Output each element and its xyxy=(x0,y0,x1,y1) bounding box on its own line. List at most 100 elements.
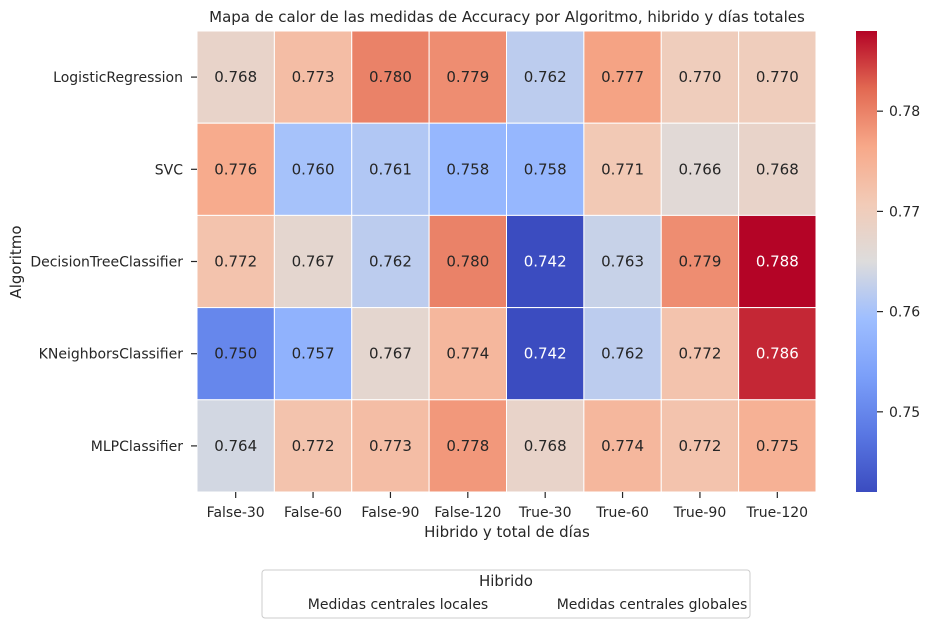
y-axis-label: Algoritmo xyxy=(7,225,25,298)
legend-title: Hibrido xyxy=(479,572,533,590)
heatmap-cell-label: 0.762 xyxy=(524,68,567,86)
heatmap-cell-label: 0.750 xyxy=(214,345,257,363)
heatmap-cell xyxy=(660,214,740,309)
heatmap-cell-label: 0.772 xyxy=(214,253,257,271)
heatmap-cell-label: 0.757 xyxy=(292,345,335,363)
x-tick-label: False-60 xyxy=(284,505,342,521)
heatmap-cell-label: 0.780 xyxy=(369,68,412,86)
y-tick-label: KNeighborsClassifier xyxy=(39,347,184,363)
heatmap-cell-label: 0.786 xyxy=(756,345,799,363)
heatmap-cell xyxy=(351,214,430,309)
heatmap-cell xyxy=(583,122,662,216)
heatmap-cell-label: 0.760 xyxy=(292,160,335,178)
y-tick-label: LogisticRegression xyxy=(53,70,183,86)
heatmap-cell xyxy=(428,307,508,401)
colorbar-tick-label: 0.78 xyxy=(889,104,920,120)
heatmap-cell-label: 0.767 xyxy=(292,253,335,271)
heatmap-cell xyxy=(273,214,353,309)
heatmap-cell-label: 0.779 xyxy=(678,253,721,271)
heatmap-cell-label: 0.766 xyxy=(678,160,721,178)
heatmap-cell xyxy=(428,30,508,124)
heatmap-cell xyxy=(738,399,817,493)
x-tick-label: True-120 xyxy=(746,505,809,521)
x-tick-label: True-90 xyxy=(673,505,727,521)
heatmap-cell xyxy=(506,214,585,309)
heatmap-cell-label: 0.758 xyxy=(524,160,567,178)
colorbar-tick-label: 0.77 xyxy=(889,204,920,220)
heatmap-cell xyxy=(738,30,817,124)
heatmap-cell xyxy=(583,30,662,124)
x-tick-label: False-90 xyxy=(361,505,419,521)
heatmap-cell-label: 0.768 xyxy=(756,160,799,178)
heatmap-cell-label: 0.770 xyxy=(756,68,799,86)
heatmap-cell-label: 0.772 xyxy=(292,437,335,455)
legend-frame xyxy=(261,569,751,619)
heatmap-cell-label: 0.768 xyxy=(524,437,567,455)
heatmap-cell-label: 0.775 xyxy=(756,437,799,455)
legend-entry-global: Medidas centrales globales xyxy=(557,597,748,613)
heatmap-cell-label: 0.778 xyxy=(446,437,489,455)
heatmap-cell xyxy=(660,307,740,401)
heatmap-cell-label: 0.768 xyxy=(214,68,257,86)
heatmap-cell-label: 0.780 xyxy=(446,253,489,271)
heatmap-cell-label: 0.767 xyxy=(369,345,412,363)
heatmap-cell-label: 0.772 xyxy=(678,437,721,455)
heatmap-cell-label: 0.776 xyxy=(214,160,257,178)
heatmap-cell xyxy=(583,399,662,493)
heatmap-cell-label: 0.763 xyxy=(601,253,644,271)
chart-title: Mapa de calor de las medidas de Accuracy… xyxy=(209,8,805,26)
heatmap-cell xyxy=(506,122,585,216)
y-axis-ticks: LogisticRegression SVC DecisionTreeClassif… xyxy=(30,70,197,455)
heatmap-cell-label: 0.772 xyxy=(678,345,721,363)
heatmap-cell xyxy=(506,399,585,493)
heatmap-cell-label: 0.779 xyxy=(446,68,489,86)
x-tick-label: False-120 xyxy=(434,505,501,521)
x-tick-label: False-30 xyxy=(207,505,265,521)
heatmap-cell-label: 0.774 xyxy=(601,437,644,455)
heatmap-cell xyxy=(660,399,740,493)
colorbar-ticks: 0.75 0.76 0.77 0.78 xyxy=(877,104,920,421)
heatmap-cell xyxy=(738,122,817,216)
heatmap-cell-label: 0.762 xyxy=(601,345,644,363)
y-tick-label: DecisionTreeClassifier xyxy=(30,255,183,271)
heatmap-cell xyxy=(351,307,430,401)
heatmap-cell-label: 0.742 xyxy=(524,253,567,271)
y-tick-label: SVC xyxy=(155,162,183,178)
heatmap-cell xyxy=(196,214,275,309)
y-tick-label: MLPClassifier xyxy=(91,439,183,455)
heatmap-cell-label: 0.771 xyxy=(601,160,644,178)
heatmap-cell-label: 0.773 xyxy=(292,68,335,86)
heatmap-cell xyxy=(273,30,353,124)
heatmap-cell xyxy=(738,214,817,309)
heatmap-cell-labels: 0.768 0.773 0.780 0.779 0.762 0.777 0.770 0.770… xyxy=(214,68,799,455)
heatmap-cell xyxy=(196,30,275,124)
colorbar xyxy=(856,31,877,492)
x-axis-ticks: False-30 False-60 False-90 False-120 True-30… xyxy=(207,492,808,521)
heatmap-cell xyxy=(196,307,275,401)
x-tick-label: True-30 xyxy=(518,505,572,521)
heatmap-cell xyxy=(351,399,430,493)
legend-entry-local: Medidas centrales locales xyxy=(308,597,488,613)
heatmap-cell-label: 0.777 xyxy=(601,68,644,86)
heatmap-cell xyxy=(583,214,662,309)
heatmap-cell-label: 0.774 xyxy=(446,345,489,363)
heatmap-cell-label: 0.788 xyxy=(756,253,799,271)
x-axis-label: Hibrido y total de días xyxy=(424,523,590,541)
heatmap-cell-label: 0.742 xyxy=(524,345,567,363)
heatmap-cell xyxy=(506,307,585,401)
heatmap-cell-label: 0.773 xyxy=(369,437,412,455)
legend: Hibrido Medidas centrales locales Medida… xyxy=(261,569,751,619)
x-tick-label: True-60 xyxy=(595,505,649,521)
heatmap-cell xyxy=(428,122,508,216)
heatmap-cell xyxy=(273,122,353,216)
heatmap-cells xyxy=(196,30,817,493)
heatmap-cell-label: 0.770 xyxy=(678,68,721,86)
colorbar-tick-label: 0.76 xyxy=(889,305,920,321)
heatmap-cell-label: 0.761 xyxy=(369,160,412,178)
heatmap-cell xyxy=(351,30,430,124)
heatmap-cell-label: 0.762 xyxy=(369,253,412,271)
heatmap-cell xyxy=(506,30,585,124)
heatmap-cell-label: 0.758 xyxy=(446,160,489,178)
heatmap-cell-label: 0.764 xyxy=(214,437,257,455)
